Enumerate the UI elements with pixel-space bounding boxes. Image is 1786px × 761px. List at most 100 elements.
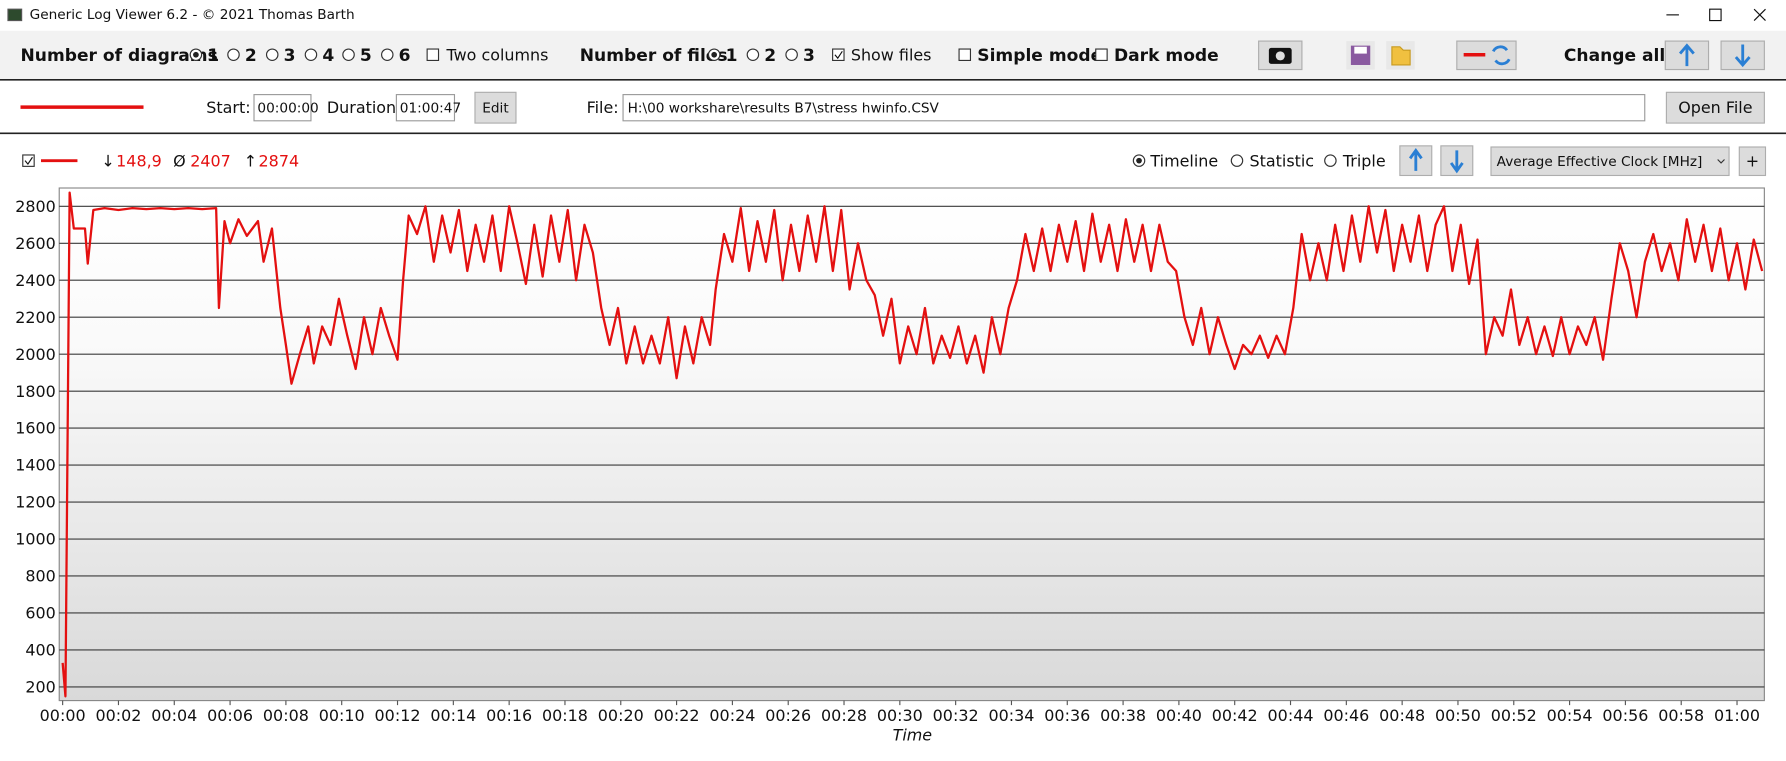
y-tick-label: 2800: [15, 197, 56, 216]
x-tick-label: 00:06: [207, 706, 253, 725]
x-tick-label: 00:12: [375, 706, 421, 725]
duration-input[interactable]: [395, 94, 456, 122]
y-tick-label: 200: [25, 678, 55, 697]
dark-mode-label: Dark mode: [1114, 46, 1219, 66]
diagram-radios: 1 2 3 4 5 6: [189, 46, 411, 66]
view-option: Statistic: [1250, 151, 1315, 170]
radio-label: 3: [803, 46, 815, 66]
checkbox[interactable]: [958, 48, 972, 62]
x-tick-label: 00:22: [654, 706, 700, 725]
y-tick-label: 2600: [15, 234, 56, 253]
duration-value: 01:00:47: [400, 100, 461, 116]
x-tick-label: 00:52: [1491, 706, 1537, 725]
x-tick-label: 00:34: [988, 706, 1034, 725]
add-channel-label: +: [1746, 151, 1759, 170]
title-bar: [0, 0, 1786, 31]
x-tick-label: 00:26: [765, 706, 811, 725]
radio[interactable]: [265, 48, 279, 62]
plot-area: [58, 187, 1765, 702]
start-value: 00:00:00: [257, 100, 318, 116]
x-tick-label: 00:02: [95, 706, 141, 725]
y-tick-label: 2000: [15, 345, 56, 364]
x-tick-label: 00:08: [263, 706, 309, 725]
files-label: Number of files: [580, 46, 728, 66]
radio-label: 4: [322, 46, 334, 66]
window-title: Generic Log Viewer 6.2 - © 2021 Thomas B…: [30, 7, 355, 23]
x-tick-label: 00:24: [709, 706, 755, 725]
radio-label: 1: [726, 46, 738, 66]
x-tick-label: 00:18: [542, 706, 588, 725]
simple-mode-label: Simple mode: [977, 46, 1102, 66]
avg-value: 2407: [190, 151, 231, 170]
checkbox[interactable]: [22, 154, 35, 167]
start-input[interactable]: [253, 94, 312, 122]
view-option: Triple: [1342, 151, 1386, 170]
x-tick-label: 00:58: [1658, 706, 1704, 725]
radio[interactable]: [381, 48, 394, 62]
edit-label: Edit: [482, 100, 509, 116]
y-tick-label: 600: [25, 604, 55, 623]
x-tick-label: 01:00: [1714, 706, 1760, 725]
channel-dropdown[interactable]: [1490, 146, 1730, 177]
y-tick-label: 1400: [15, 456, 56, 475]
x-tick-label: 00:48: [1379, 706, 1425, 725]
radio-label: 6: [399, 46, 411, 66]
y-tick-label: 1200: [15, 493, 56, 512]
open-file-button[interactable]: [1665, 91, 1765, 124]
x-tick-label: 00:36: [1044, 706, 1090, 725]
x-tick-label: 00:10: [319, 706, 365, 725]
start-label: Start:: [206, 98, 250, 117]
radio[interactable]: [1324, 154, 1337, 167]
x-tick-label: 00:54: [1547, 706, 1593, 725]
view-option: Timeline: [1149, 151, 1218, 170]
y-tick-label: 800: [25, 567, 55, 586]
x-tick-label: 00:20: [598, 706, 644, 725]
change-all-label: Change all: [1564, 46, 1665, 66]
radio[interactable]: [746, 48, 760, 62]
channel-name: Average Effective Clock [MHz]: [1497, 154, 1703, 170]
close-button[interactable]: [1753, 8, 1766, 21]
x-tick-label: 00:04: [151, 706, 197, 725]
x-tick-label: 00:28: [821, 706, 867, 725]
file-path-input[interactable]: [622, 94, 1646, 122]
x-tick-label: 00:42: [1212, 706, 1258, 725]
x-tick-label: 00:32: [933, 706, 979, 725]
radio[interactable]: [227, 48, 240, 62]
max-value: 2874: [259, 151, 300, 170]
y-tick-label: 1000: [15, 530, 56, 549]
x-tick-label: 00:38: [1100, 706, 1146, 725]
duration-label: Duration:: [327, 98, 402, 117]
radio[interactable]: [785, 48, 798, 62]
x-tick-label: 00:16: [486, 706, 532, 725]
x-tick-label: 00:46: [1323, 706, 1369, 725]
avg-symbol: Ø: [173, 151, 186, 170]
x-tick-label: 00:14: [430, 706, 476, 725]
radio-label: 3: [284, 46, 296, 66]
x-tick-label: 00:40: [1156, 706, 1202, 725]
two-columns-label: Two columns: [446, 45, 549, 64]
add-channel-button[interactable]: [1738, 146, 1767, 177]
min-symbol: ↓: [101, 151, 114, 170]
y-tick-label: 2400: [15, 271, 56, 290]
checkbox[interactable]: [1095, 48, 1108, 62]
radio-label: 2: [245, 46, 257, 66]
data-line: [61, 191, 1764, 698]
radio[interactable]: [342, 48, 355, 62]
radio-label: 1: [207, 46, 219, 66]
y-tick-label: 400: [25, 641, 55, 660]
diagrams-label: Number of diagrams: [21, 46, 218, 66]
y-tick-label: 1800: [15, 382, 56, 401]
min-value: 148,9: [116, 151, 162, 170]
maximize-button[interactable]: [1709, 8, 1722, 22]
radio[interactable]: [1230, 154, 1244, 167]
checkbox[interactable]: [832, 48, 845, 62]
checkbox[interactable]: [426, 48, 440, 62]
y-tick-label: 1600: [15, 419, 56, 438]
radio[interactable]: [304, 48, 318, 62]
show-files-label: Show files: [851, 45, 932, 64]
x-tick-label: 00:56: [1602, 706, 1648, 725]
x-tick-label: 00:30: [877, 706, 923, 725]
edit-button[interactable]: [474, 91, 517, 124]
file-label: File:: [587, 98, 619, 117]
